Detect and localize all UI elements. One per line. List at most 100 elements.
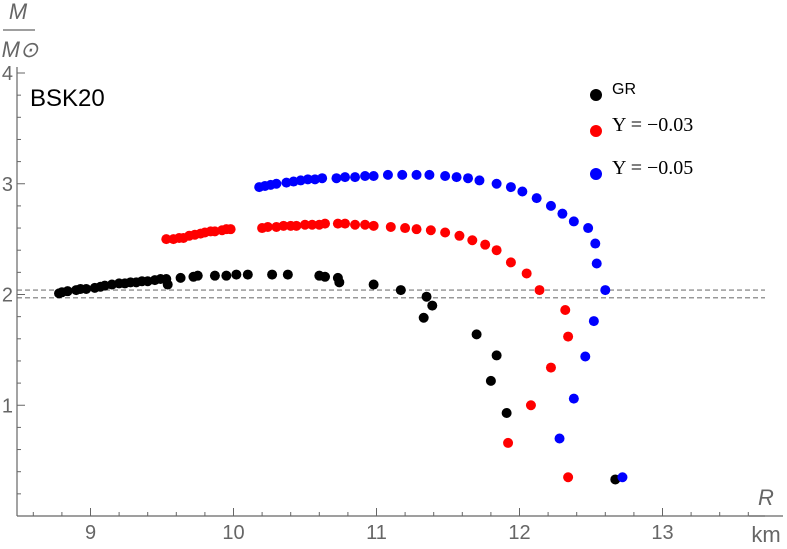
series-points (161, 218, 574, 483)
data-point (300, 219, 310, 230)
data-point (382, 169, 393, 180)
data-point (332, 218, 343, 229)
data-point (557, 208, 568, 219)
data-point (282, 269, 293, 280)
data-point (503, 437, 514, 448)
legend-marker (590, 125, 602, 137)
data-point (81, 283, 92, 294)
data-point (590, 238, 601, 249)
data-point (521, 268, 532, 279)
legend-label: Υ = −0.03 (612, 114, 693, 136)
data-point (360, 170, 371, 181)
data-point (600, 285, 611, 296)
data-point (505, 182, 516, 193)
data-point (425, 225, 436, 236)
data-point (545, 362, 556, 373)
data-point (397, 169, 408, 180)
data-point (501, 408, 512, 419)
chart-title: BSK20 (30, 85, 105, 112)
legend-label: Υ = −0.05 (612, 157, 693, 179)
data-point (368, 220, 379, 231)
data-point (505, 257, 516, 268)
legend-marker (590, 168, 602, 180)
data-point (517, 186, 528, 197)
data-point (491, 245, 502, 256)
legend-label: GR (612, 81, 636, 98)
data-point (340, 218, 351, 229)
series-points (54, 269, 621, 485)
data-point (485, 375, 496, 386)
data-point (451, 172, 462, 183)
data-point (302, 174, 313, 185)
data-point (175, 272, 186, 283)
x-tick-label: 13 (651, 522, 673, 544)
data-point (62, 286, 73, 297)
x-axis-label-num: R (758, 485, 774, 510)
data-point (525, 400, 536, 411)
data-point (588, 316, 599, 327)
y-tick-label: 2 (2, 285, 13, 307)
data-point (320, 271, 331, 282)
data-point (360, 219, 371, 230)
y-tick-label: 3 (2, 174, 13, 196)
data-point (491, 350, 502, 361)
x-axis-label-den: km (751, 522, 780, 547)
data-point (278, 220, 289, 231)
data-point (334, 277, 345, 288)
legend-item: Υ = −0.03 (590, 114, 693, 137)
y-axis-label: M M⊙ (2, 0, 39, 62)
data-point (411, 169, 422, 180)
data-point (568, 393, 579, 404)
legend-item: Υ = −0.05 (590, 157, 693, 180)
data-point (545, 200, 556, 211)
data-point (350, 172, 361, 183)
data-point (368, 279, 379, 290)
data-point (580, 351, 591, 362)
data-point (271, 178, 282, 189)
data-point (209, 270, 220, 281)
data-point (583, 223, 594, 234)
data-point (331, 173, 342, 184)
data-point (395, 285, 406, 296)
data-point (262, 221, 273, 232)
data-point (411, 224, 422, 235)
data-point (568, 216, 579, 227)
y-axis-label-num: M (9, 0, 28, 24)
data-point (221, 270, 232, 281)
x-axis-label: R km (749, 485, 783, 547)
data-point (471, 329, 482, 340)
data-point (162, 279, 173, 290)
data-point (467, 235, 478, 246)
data-point (231, 269, 242, 280)
data-point (491, 178, 502, 189)
data-point (474, 175, 485, 186)
data-point (531, 193, 542, 204)
data-point (591, 258, 602, 269)
data-point (427, 300, 438, 311)
data-point (320, 218, 331, 229)
data-point (454, 230, 465, 241)
x-tick-label: 9 (85, 522, 96, 544)
data-point (421, 291, 432, 302)
legend-marker (590, 89, 602, 101)
data-point (368, 170, 379, 181)
data-point (463, 173, 474, 184)
data-point (350, 219, 361, 230)
data-point (242, 269, 253, 280)
data-point (161, 234, 172, 245)
y-axis-label-den: M⊙ (2, 37, 39, 62)
data-point (424, 169, 435, 180)
data-point (307, 219, 318, 230)
data-point (554, 433, 565, 444)
legend: GR Υ = −0.03 Υ = −0.05 (590, 81, 693, 180)
data-points (54, 169, 628, 485)
data-point (617, 472, 628, 483)
data-point (418, 312, 429, 323)
series-points (254, 169, 628, 483)
data-point (560, 305, 571, 316)
reference-lines (17, 289, 765, 299)
data-point (385, 221, 396, 232)
x-tick-label: 10 (222, 522, 244, 544)
